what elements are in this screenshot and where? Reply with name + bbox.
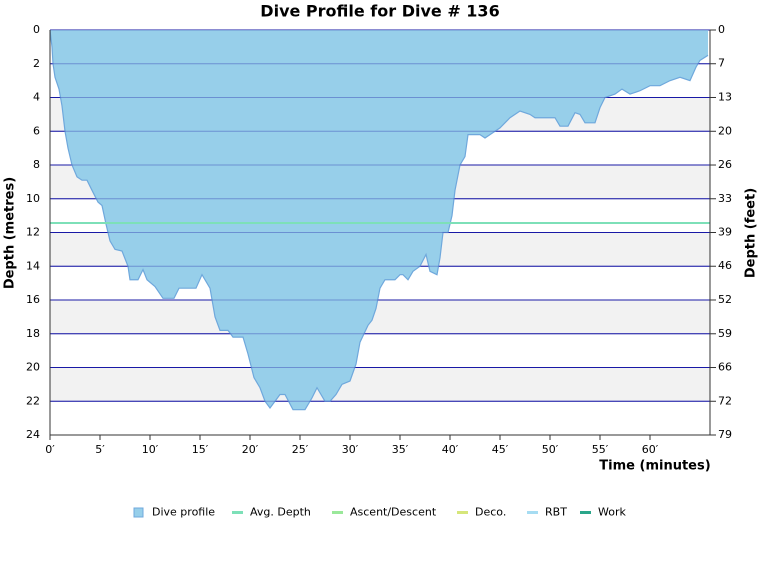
- y-tick-label: 6: [33, 124, 40, 137]
- x-tick-label: 60′: [642, 443, 659, 456]
- legend-marker: [133, 507, 144, 518]
- band: [50, 300, 710, 334]
- y-tick-label: 4: [33, 91, 40, 104]
- y-tick-label: 22: [26, 394, 40, 407]
- band: [50, 367, 710, 402]
- y-tick-label: 2: [33, 57, 40, 70]
- x-tick-label: 15′: [192, 443, 209, 456]
- y-tick-label: 12: [26, 226, 40, 239]
- y2-tick-label: 66: [718, 361, 732, 374]
- y2-tick-label: 52: [718, 293, 732, 306]
- legend-label: Deco.: [475, 506, 506, 519]
- x-tick-label: 0′: [45, 443, 55, 456]
- chart-title: Dive Profile for Dive # 136: [260, 2, 499, 21]
- y-tick-label: 0: [33, 23, 40, 36]
- y2-axis-label: Depth (feet): [744, 188, 759, 278]
- x-tick-label: 45′: [492, 443, 509, 456]
- profile-line: [49, 29, 709, 411]
- x-tick-label: 10′: [142, 443, 159, 456]
- x-tick-label: 50′: [542, 443, 559, 456]
- x-axis-label: Time (minutes): [599, 459, 710, 474]
- y2-tick-label: 79: [718, 428, 732, 441]
- legend-label: Work: [598, 506, 626, 519]
- x-tick-label: 35′: [392, 443, 409, 456]
- legend-label: RBT: [545, 506, 567, 519]
- y-axis-label: Depth (metres): [3, 177, 18, 289]
- y2-tick-label: 13: [718, 90, 732, 103]
- legend-label: Ascent/Descent: [350, 506, 437, 519]
- y2-tick-label: 72: [718, 394, 732, 407]
- y2-tick-label: 26: [718, 158, 732, 171]
- y2-tick-label: 39: [718, 226, 732, 239]
- y-tick-label: 18: [26, 327, 40, 340]
- legend-label: Avg. Depth: [250, 506, 311, 519]
- y-tick-label: 8: [33, 158, 40, 171]
- area-fill: [50, 30, 708, 410]
- x-tick-label: 55′: [592, 443, 609, 456]
- y-tick-label: 14: [26, 259, 40, 272]
- y-tick-label: 10: [26, 192, 40, 205]
- y2-tick-label: 7: [718, 57, 725, 70]
- legend-label: Dive profile: [152, 506, 215, 519]
- y-tick-label: 24: [26, 428, 40, 441]
- y2-tick-label: 20: [718, 124, 732, 137]
- x-tick-label: 5′: [95, 443, 105, 456]
- y2-tick-label: 59: [718, 327, 732, 340]
- x-tick-label: 25′: [292, 443, 309, 456]
- y-tick-label: 16: [26, 293, 40, 306]
- y2-tick-label: 46: [718, 259, 732, 272]
- x-tick-label: 20′: [242, 443, 259, 456]
- x-tick-label: 30′: [342, 443, 359, 456]
- y2-tick-label: 0: [718, 23, 725, 36]
- y2-tick-label: 33: [718, 192, 732, 205]
- y-tick-label: 20: [26, 361, 40, 374]
- x-tick-label: 40′: [442, 443, 459, 456]
